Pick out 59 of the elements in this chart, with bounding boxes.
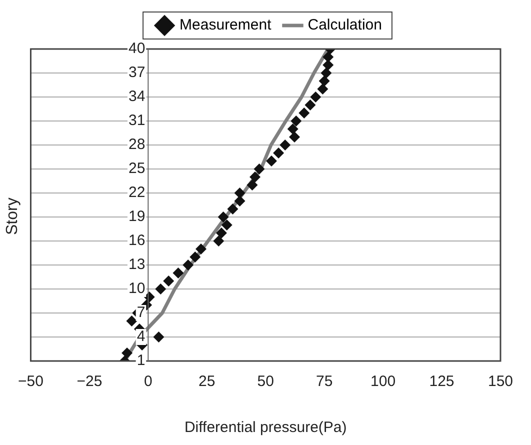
point bbox=[172, 268, 184, 278]
y-tick-label: 31 bbox=[128, 112, 146, 130]
point bbox=[322, 52, 334, 62]
point bbox=[273, 148, 284, 158]
x-tick-label: −50 bbox=[18, 373, 44, 390]
point bbox=[287, 124, 298, 134]
y-tick-label: 10 bbox=[128, 280, 146, 298]
point bbox=[182, 260, 194, 270]
x-tick-label: 150 bbox=[488, 373, 513, 390]
x-tick-label: 125 bbox=[429, 373, 454, 390]
y-tick-label: 13 bbox=[128, 256, 146, 274]
point bbox=[254, 164, 265, 174]
point bbox=[322, 60, 334, 70]
point bbox=[234, 188, 246, 198]
point bbox=[163, 276, 174, 286]
y-tick-label: 28 bbox=[128, 136, 146, 154]
y-tick-label: 7 bbox=[136, 304, 146, 322]
point bbox=[310, 92, 322, 102]
y-tick-label: 40 bbox=[128, 40, 146, 58]
legend-label: Calculation bbox=[308, 16, 382, 34]
point bbox=[227, 204, 238, 214]
point bbox=[213, 236, 224, 246]
legend-label: Measurement bbox=[180, 16, 272, 34]
point bbox=[221, 220, 232, 230]
point bbox=[317, 84, 328, 94]
y-tick-label: 25 bbox=[128, 160, 146, 178]
x-tick-label: 25 bbox=[198, 373, 216, 390]
point bbox=[250, 172, 261, 182]
y-tick-label: 19 bbox=[128, 208, 146, 226]
y-tick-label: 34 bbox=[128, 88, 146, 106]
point bbox=[196, 244, 207, 254]
y-tick-label: 37 bbox=[128, 64, 146, 82]
point bbox=[155, 284, 166, 294]
x-tick-label: 100 bbox=[370, 373, 396, 390]
point bbox=[234, 196, 246, 206]
point bbox=[266, 156, 277, 166]
point bbox=[122, 348, 133, 358]
x-tick-label: 0 bbox=[144, 373, 152, 390]
y-tick-label: 1 bbox=[136, 352, 146, 370]
y-tick-label: 16 bbox=[128, 232, 146, 250]
point bbox=[218, 212, 229, 222]
point bbox=[298, 108, 310, 118]
point bbox=[304, 100, 316, 110]
point bbox=[290, 116, 302, 126]
point bbox=[153, 332, 164, 342]
x-tick-label: −25 bbox=[76, 373, 102, 390]
point bbox=[320, 68, 332, 78]
point bbox=[246, 180, 258, 190]
point bbox=[216, 228, 227, 238]
point bbox=[126, 316, 138, 326]
x-tick-label: 50 bbox=[257, 373, 274, 390]
x-tick-label: 75 bbox=[316, 373, 333, 390]
point bbox=[288, 132, 300, 142]
point bbox=[318, 76, 330, 86]
point bbox=[190, 252, 201, 262]
y-axis-title: Story bbox=[4, 198, 22, 235]
point bbox=[280, 140, 291, 150]
y-tick-label: 22 bbox=[128, 184, 146, 202]
x-axis-title: Differential pressure(Pa) bbox=[184, 419, 347, 436]
